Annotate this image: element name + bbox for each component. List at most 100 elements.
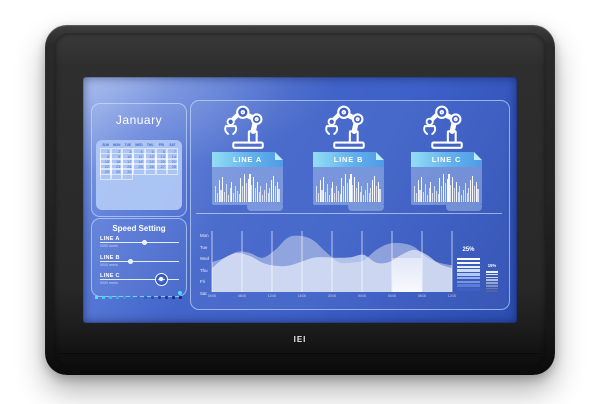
gauge-bar [457, 261, 480, 265]
progress-dot [122, 296, 127, 300]
calendar-grid: SUN MON TUE WED THU FRI SAT 1 2 3 4 5 6 7 8 9 10 11 12 13 14… [100, 143, 178, 207]
time-tick-label: 08:00 [417, 293, 427, 298]
histogram-bar [377, 181, 379, 202]
histogram-bar [359, 192, 361, 202]
calendar-date-cell: 29 [100, 168, 112, 180]
histogram-bar [368, 193, 370, 202]
gauge-bar [457, 269, 480, 272]
slider-value-label: 0000 mm/s [100, 263, 118, 267]
histogram-bar [271, 180, 273, 202]
utilization-gauge-15: 15% [486, 263, 498, 295]
histogram-bar [379, 189, 381, 202]
histogram-bar [366, 183, 368, 202]
production-line-card: LINE A [212, 104, 283, 214]
time-tick-label: 12:00 [267, 293, 277, 298]
utilization-gauge-25: 25% [457, 247, 480, 293]
histogram-bar [234, 186, 237, 202]
gauge-bar [457, 265, 480, 268]
slider-thumb-active[interactable] [155, 272, 169, 286]
line-banner-label: LINE C [431, 155, 462, 164]
gauge-15-bars [486, 271, 498, 293]
slider-label: LINE B [100, 255, 120, 261]
line-card-tab [446, 205, 482, 211]
histogram-bar [323, 176, 325, 202]
calendar-empty-cell [145, 168, 156, 180]
histogram-bar [326, 184, 328, 202]
calendar-date-cell: 27 [155, 163, 167, 175]
calendar-month-title: January [115, 113, 163, 127]
histogram-bar [242, 185, 244, 202]
histogram-bar [477, 189, 479, 202]
histogram-bar [470, 180, 472, 202]
histogram-bar [370, 188, 372, 202]
production-line-card: LINE B [313, 104, 384, 214]
weekday-label: Fri [200, 279, 206, 285]
histogram-bar [339, 194, 341, 202]
progress-dot [108, 296, 113, 300]
gauge-25-bars [457, 258, 480, 291]
histogram-bar [441, 185, 443, 202]
histogram-bar [354, 177, 356, 202]
slider-track[interactable] [100, 242, 179, 243]
progress-dot [164, 296, 169, 300]
brand-logo: IEI [293, 335, 307, 344]
histogram-bar [222, 176, 224, 202]
histogram-bar [328, 195, 330, 202]
calendar-day-header: WED [135, 143, 143, 147]
histogram-bar [472, 175, 474, 202]
line-banner: LINE B [313, 152, 384, 167]
line-card-tab [247, 205, 283, 211]
time-tick-label: 16:00 [297, 293, 307, 298]
calendar-day-header: SUN [102, 143, 109, 147]
histogram-bar [421, 176, 423, 202]
histogram-bar [363, 194, 365, 202]
histogram-bar [364, 190, 367, 202]
histogram-bar [475, 181, 477, 202]
gauge-25-label: 25% [462, 247, 475, 253]
histogram-bar [424, 184, 426, 202]
histogram-bar [258, 192, 260, 202]
speed-setting-panel: Speed Setting LINE A 0000 mm/s LINE B 0000 … [91, 218, 187, 297]
dashboard-screen: January SUN MON TUE WED THU FRI SAT 1 2 3 4 5 6 7 8 9 10… [83, 77, 517, 323]
histogram-bar [263, 190, 266, 202]
histogram-bar [457, 192, 459, 202]
histogram-bar [443, 174, 445, 202]
calendar-date-cell: 25 [133, 163, 145, 175]
slider-thumb[interactable] [141, 239, 147, 245]
histogram-bar [247, 178, 249, 202]
banner-fold [275, 152, 283, 160]
histogram-bar [452, 177, 454, 202]
calendar-date-cell: 31 [122, 168, 134, 180]
progress-dots [95, 296, 185, 300]
slider-track[interactable] [100, 279, 179, 280]
highlight-column [392, 258, 422, 292]
histogram-bar [450, 184, 452, 202]
histogram-bar [433, 186, 436, 202]
histogram-bar [374, 175, 376, 202]
gauge-bar [486, 276, 498, 279]
gauge-bar [486, 271, 498, 273]
histogram-bar [473, 185, 475, 202]
gauge-15-label: 15% [487, 263, 497, 268]
slider-track[interactable] [100, 261, 179, 262]
accent-dot [178, 290, 182, 295]
calendar-date-cell: 28 [166, 163, 178, 175]
histogram-bar [355, 187, 357, 202]
calendar-day-header: SAT [169, 143, 176, 147]
histogram-bar [276, 181, 278, 202]
gauge-bar [457, 288, 480, 291]
histogram-bar [455, 182, 457, 202]
histogram-bar [238, 194, 240, 202]
histogram-bar [254, 187, 256, 202]
line-banner-label: LINE B [333, 155, 364, 164]
robot-arm-icon [323, 104, 375, 150]
gauge-bar [486, 287, 498, 290]
histogram-bar [330, 187, 332, 202]
histogram-bar [265, 183, 267, 202]
gauge-bar [457, 258, 480, 261]
histogram-bar [417, 180, 419, 202]
weekly-trend-chart [211, 231, 453, 292]
calendar-day-header: MON [112, 143, 121, 147]
slider-thumb[interactable] [127, 258, 133, 264]
histogram-bar [462, 190, 465, 202]
